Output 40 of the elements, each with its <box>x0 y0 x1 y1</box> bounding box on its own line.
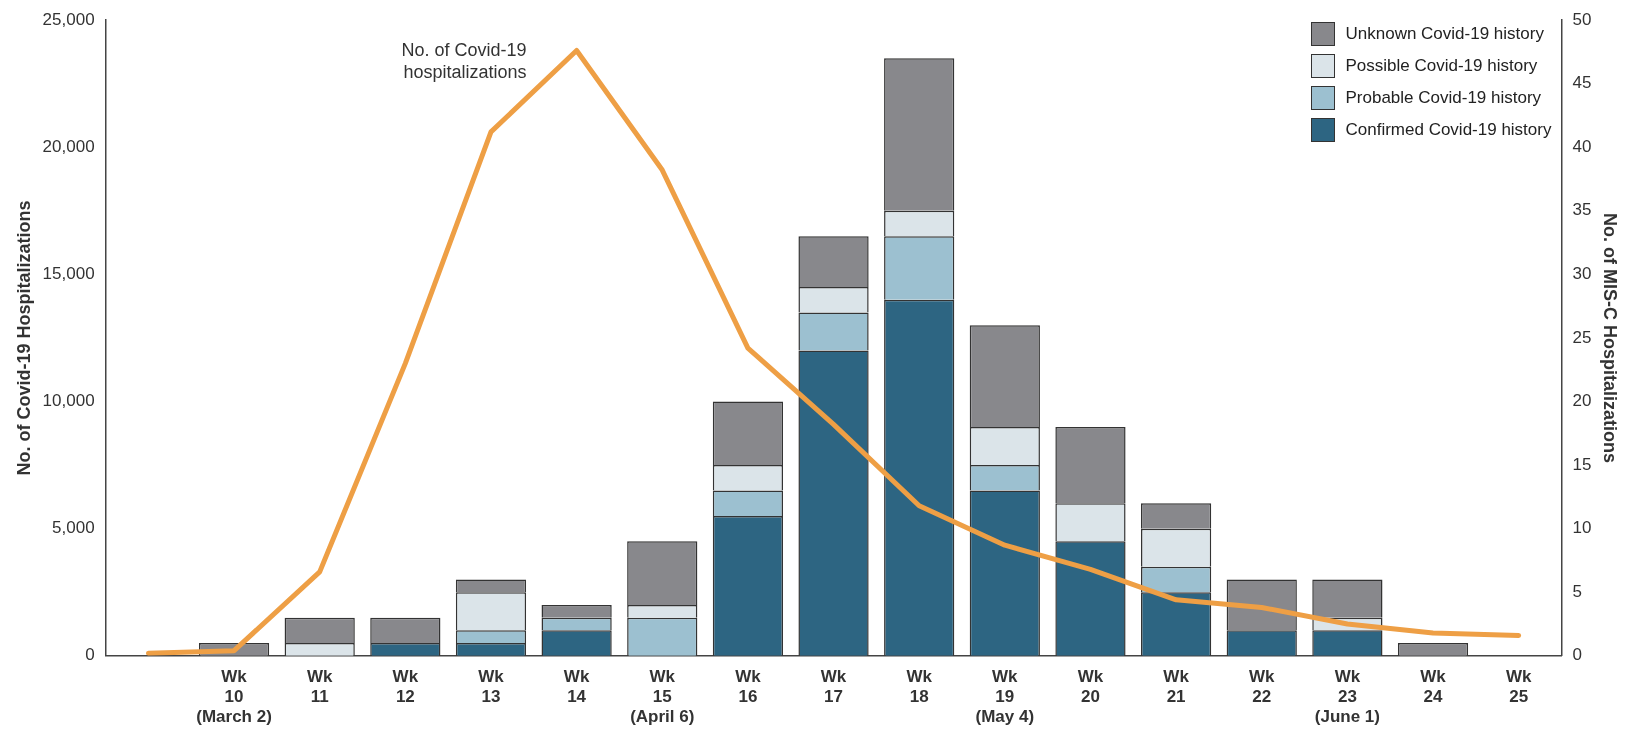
y2-tick-label: 30 <box>1572 264 1592 284</box>
y2-tick-label: 25 <box>1572 327 1592 347</box>
y2-tick-label: 0 <box>1572 645 1582 665</box>
x-tick-label: Wk 22 <box>1249 666 1276 707</box>
legend-label: Possible Covid-19 history <box>1345 56 1538 76</box>
y2-tick-label: 50 <box>1572 9 1592 29</box>
x-tick-label: Wk 23 (June 1) <box>1314 666 1380 727</box>
x-tick-label: Wk 16 <box>735 666 762 707</box>
legend-label: Probable Covid-19 history <box>1345 88 1542 108</box>
legend-label: Unknown Covid-19 history <box>1345 24 1544 44</box>
y2-tick-label: 45 <box>1572 73 1592 93</box>
x-tick-label: Wk 11 <box>306 666 333 707</box>
x-tick-label: Wk 14 <box>563 666 590 707</box>
y-tick-label: 25,000 <box>42 9 95 29</box>
legend-label: Confirmed Covid-19 history <box>1345 120 1552 140</box>
y-axis-title: No. of Covid-19 Hospitalizations <box>13 200 34 476</box>
y2-tick-label: 40 <box>1572 136 1592 156</box>
series-label: No. of Covid-19 hospitalizations <box>401 40 527 83</box>
y-tick-label: 20,000 <box>42 136 95 156</box>
x-tick-label: Wk 21 <box>1163 666 1190 707</box>
x-tick-label: Wk 18 <box>906 666 933 707</box>
y2-tick-label: 5 <box>1572 581 1582 601</box>
y2-tick-label: 35 <box>1572 200 1592 220</box>
x-tick-label: Wk 17 <box>820 666 847 707</box>
y-tick-label: 15,000 <box>42 264 95 284</box>
y-tick-label: 5,000 <box>52 518 95 538</box>
x-tick-label: Wk 12 <box>392 666 419 707</box>
x-tick-label: Wk 24 <box>1420 666 1447 707</box>
x-tick-label: Wk 15 (April 6) <box>630 666 695 727</box>
y-tick-label: 10,000 <box>42 391 95 411</box>
x-tick-label: Wk 25 <box>1505 666 1532 707</box>
y2-tick-label: 20 <box>1572 391 1592 411</box>
x-tick-label: Wk 20 <box>1077 666 1104 707</box>
x-tick-label: Wk 10 (March 2) <box>196 666 272 727</box>
y2-axis-title: No. of MIS-C Hospitalizations <box>1600 212 1621 463</box>
x-tick-label: Wk 19 (May 4) <box>975 666 1035 727</box>
y-tick-label: 0 <box>85 645 95 665</box>
x-tick-label: Wk 13 <box>478 666 505 707</box>
y2-tick-label: 10 <box>1572 518 1592 538</box>
y2-tick-label: 15 <box>1572 454 1592 474</box>
